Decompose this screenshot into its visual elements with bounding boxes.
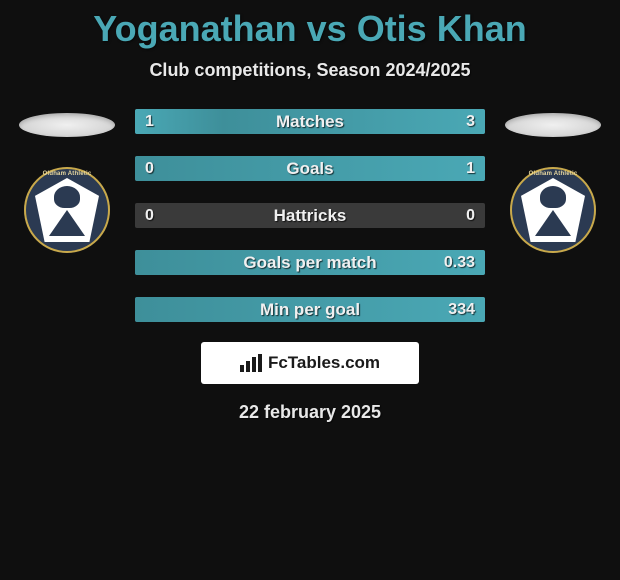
branding-badge: FcTables.com xyxy=(201,342,419,384)
right-player-column: Oldham Athletic xyxy=(503,109,603,253)
comparison-panel: Oldham Athletic 13Matches 01Goals 00Hattri… xyxy=(0,109,620,322)
stat-label: Matches xyxy=(135,112,485,132)
bar-chart-icon xyxy=(240,354,262,372)
club-crest-left: Oldham Athletic xyxy=(24,167,110,253)
stats-list: 13Matches 01Goals 00Hattricks 0.33Goals per… xyxy=(135,109,485,322)
date-label: 22 february 2025 xyxy=(0,402,620,423)
crest-label-right: Oldham Athletic xyxy=(510,171,596,177)
subtitle: Club competitions, Season 2024/2025 xyxy=(0,60,620,81)
stat-label: Goals per match xyxy=(135,253,485,273)
stat-label: Hattricks xyxy=(135,206,485,226)
stat-row: 00Hattricks xyxy=(135,203,485,228)
stat-row: 01Goals xyxy=(135,156,485,181)
player-silhouette-left xyxy=(19,113,115,137)
stat-label: Goals xyxy=(135,159,485,179)
player-silhouette-right xyxy=(505,113,601,137)
branding-text: FcTables.com xyxy=(268,353,380,373)
stat-row: 334Min per goal xyxy=(135,297,485,322)
left-player-column: Oldham Athletic xyxy=(17,109,117,253)
crest-label-left: Oldham Athletic xyxy=(24,171,110,177)
page-title: Yoganathan vs Otis Khan xyxy=(0,0,620,50)
stat-row: 13Matches xyxy=(135,109,485,134)
club-crest-right: Oldham Athletic xyxy=(510,167,596,253)
stat-row: 0.33Goals per match xyxy=(135,250,485,275)
stat-label: Min per goal xyxy=(135,300,485,320)
